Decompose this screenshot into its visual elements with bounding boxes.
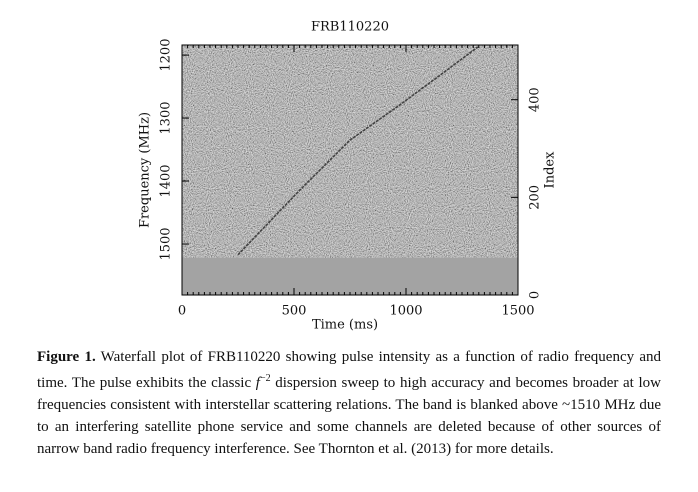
pulse-sweep: [237, 46, 479, 256]
y-tick-label: 1500: [159, 227, 174, 260]
y2-tick-label: 0: [528, 291, 543, 299]
x-tick-label: 0: [178, 304, 186, 319]
noise: [182, 45, 518, 295]
y2-tick-label: 400: [528, 87, 543, 112]
x-tick-label: 500: [282, 304, 307, 319]
x-tick-label: 1500: [501, 304, 534, 319]
x-tick-label: 1000: [389, 304, 422, 319]
caption-label: Figure 1.: [37, 349, 96, 365]
y-tick-label: 1300: [159, 102, 174, 135]
y2-axis-label: Index: [543, 151, 558, 189]
caption: Figure 1. Waterfall plot of FRB110220 sh…: [37, 346, 661, 460]
y-tick-label: 1400: [159, 164, 174, 197]
y2-tick-label: 200: [528, 185, 543, 210]
blanked-band: [182, 257, 518, 295]
y-tick-label: 1200: [159, 39, 174, 72]
caption-text: −2: [259, 373, 271, 384]
caption-text: Waterfall plot of FRB110220 showing puls…: [37, 349, 661, 391]
chart-title: FRB110220: [311, 20, 389, 35]
figure: FRB110220 Time (ms) Frequency (MHz) Inde…: [138, 20, 558, 333]
y-axis-label: Frequency (MHz): [138, 112, 153, 228]
caption-text: dispersion sweep to high accuracy and be…: [37, 375, 661, 457]
caption-text: f: [255, 375, 260, 391]
x-axis-label: Time (ms): [312, 318, 378, 333]
